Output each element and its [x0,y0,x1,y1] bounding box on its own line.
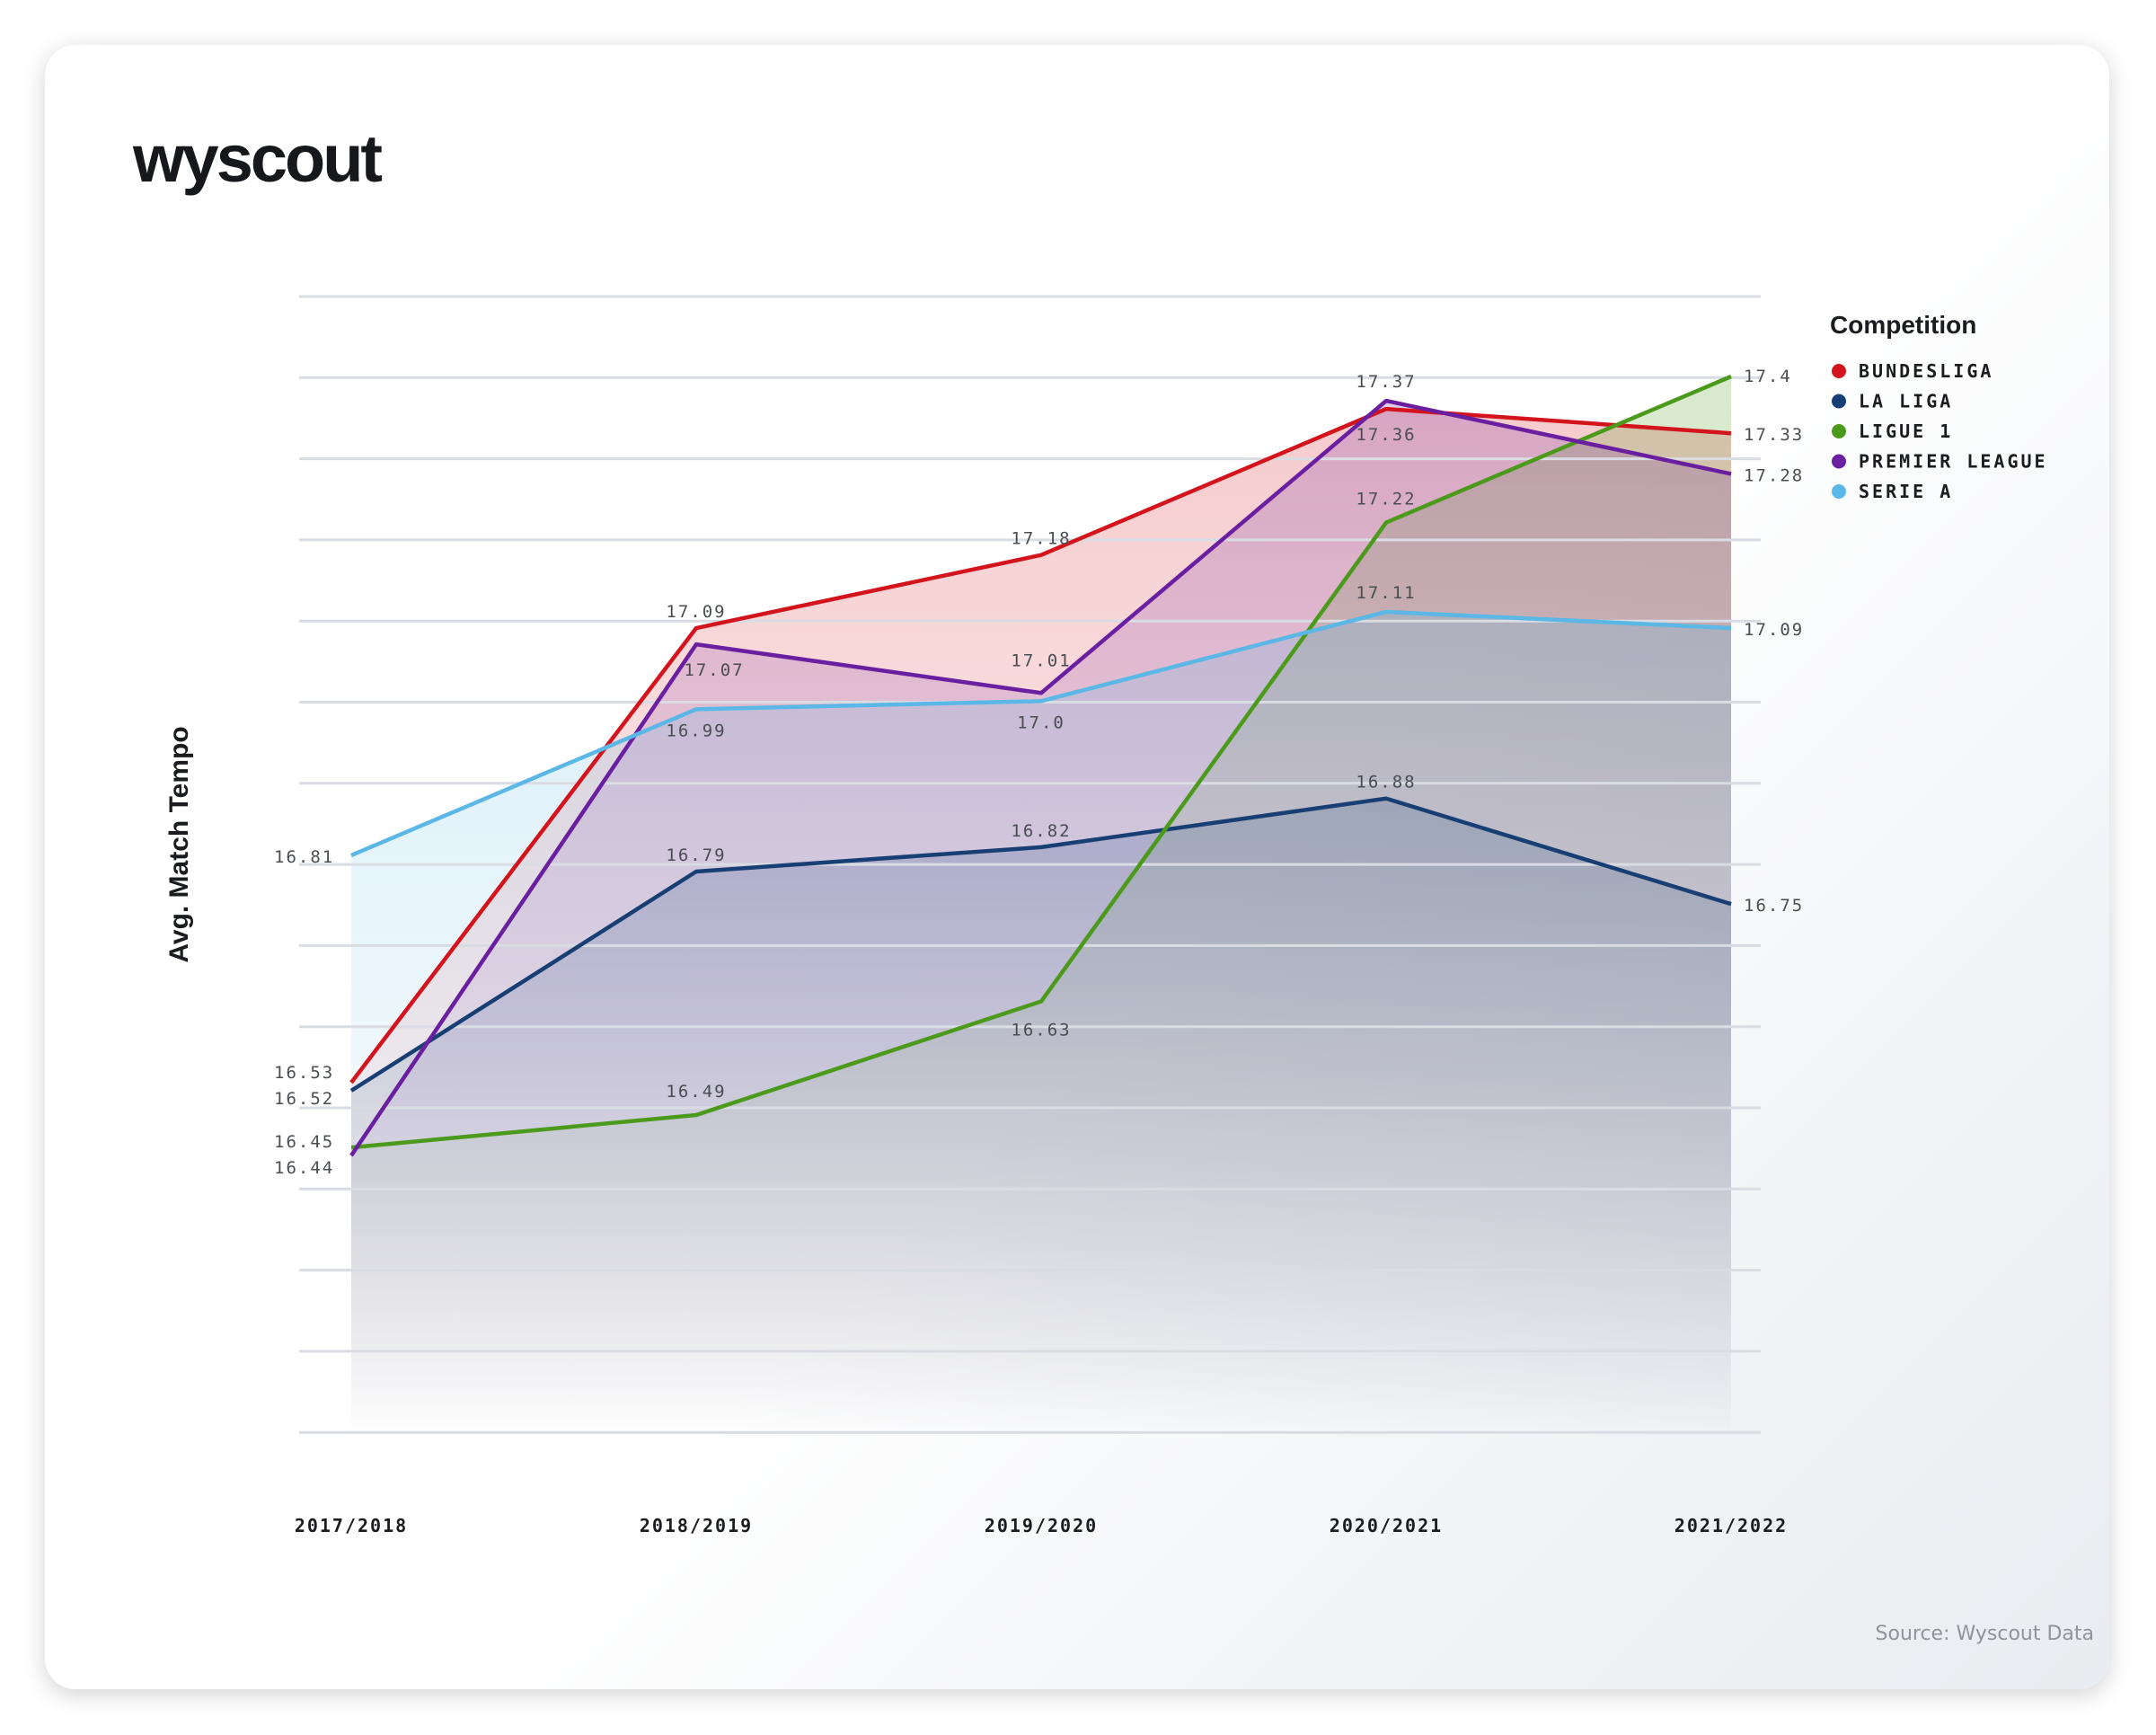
source-note: Source: Wyscout Data [1875,1623,2094,1645]
data-label: 16.52 [274,1089,334,1109]
data-label: 17.22 [1356,490,1416,509]
data-label: 16.81 [274,847,334,867]
x-tick-label: 2019/2020 [985,1515,1098,1536]
data-label: 17.11 [1356,583,1416,603]
area-fills [351,376,1731,1438]
data-label: 17.37 [1356,372,1416,392]
data-label: 16.63 [1011,1021,1071,1040]
legend-swatch [1832,454,1846,469]
data-label: 16.88 [1356,773,1416,792]
data-label: 17.0 [1017,713,1065,732]
x-tick-label: 2017/2018 [295,1515,408,1536]
legend-item: SERIE A [1859,481,1953,502]
data-label: 16.49 [666,1082,726,1102]
legend-item: BUNDESLIGA [1859,360,1993,382]
data-labels: 16.53 17.09 17.18 17.36 17.33 16.52 16.79 16.82… [274,367,1804,1178]
series-lines [349,374,1732,1157]
legend-item: PREMIER LEAGUE [1859,451,2048,473]
data-label: 17.09 [1744,620,1804,640]
data-label: 16.79 [666,845,726,865]
legend-swatch [1832,394,1846,409]
data-label: 16.82 [1011,821,1071,841]
data-label: 17.01 [1011,651,1071,670]
series-line-premier-league [349,398,1732,1157]
legend-title: Competition [1830,311,1976,339]
data-label: 16.53 [274,1063,334,1083]
legend-item: LA LIGA [1859,391,1953,412]
data-label: 16.99 [666,721,726,740]
x-tick-label: 2018/2019 [640,1515,753,1536]
x-tick-label: 2021/2022 [1674,1515,1788,1536]
data-label: 16.44 [274,1158,334,1178]
data-label: 17.4 [1744,367,1792,386]
data-label: 17.33 [1744,425,1804,445]
legend-item: LIGUE 1 [1859,420,1953,442]
wyscout-logo: wyscout [133,121,383,196]
legend: Competition BUNDESLIGA LA LIGA LIGUE 1 PREMI… [1830,311,2048,502]
series-line-ligue-1 [350,374,1732,1150]
data-label: 17.09 [666,602,726,622]
data-label: 16.45 [274,1132,334,1152]
legend-swatch [1832,424,1846,438]
legend-swatch [1832,484,1846,499]
y-axis-label: Avg. Match Tempo [164,726,194,962]
series-line-bundesliga [349,406,1732,1084]
data-label: 17.07 [684,660,744,680]
x-axis-ticks: 2017/2018 2018/2019 2019/2020 2020/2021 2021… [295,1515,1788,1536]
data-label: 16.75 [1744,896,1804,916]
x-tick-label: 2020/2021 [1330,1515,1443,1536]
area-fill-serie-a [351,611,1731,1438]
series-line-serie-a [350,609,1732,858]
gridlines [299,295,1761,1434]
legend-swatch [1832,364,1846,378]
data-label: 17.28 [1744,465,1804,485]
data-label: 17.36 [1356,425,1416,445]
data-label: 17.18 [1011,529,1071,549]
series-line-la-liga [349,796,1732,1093]
